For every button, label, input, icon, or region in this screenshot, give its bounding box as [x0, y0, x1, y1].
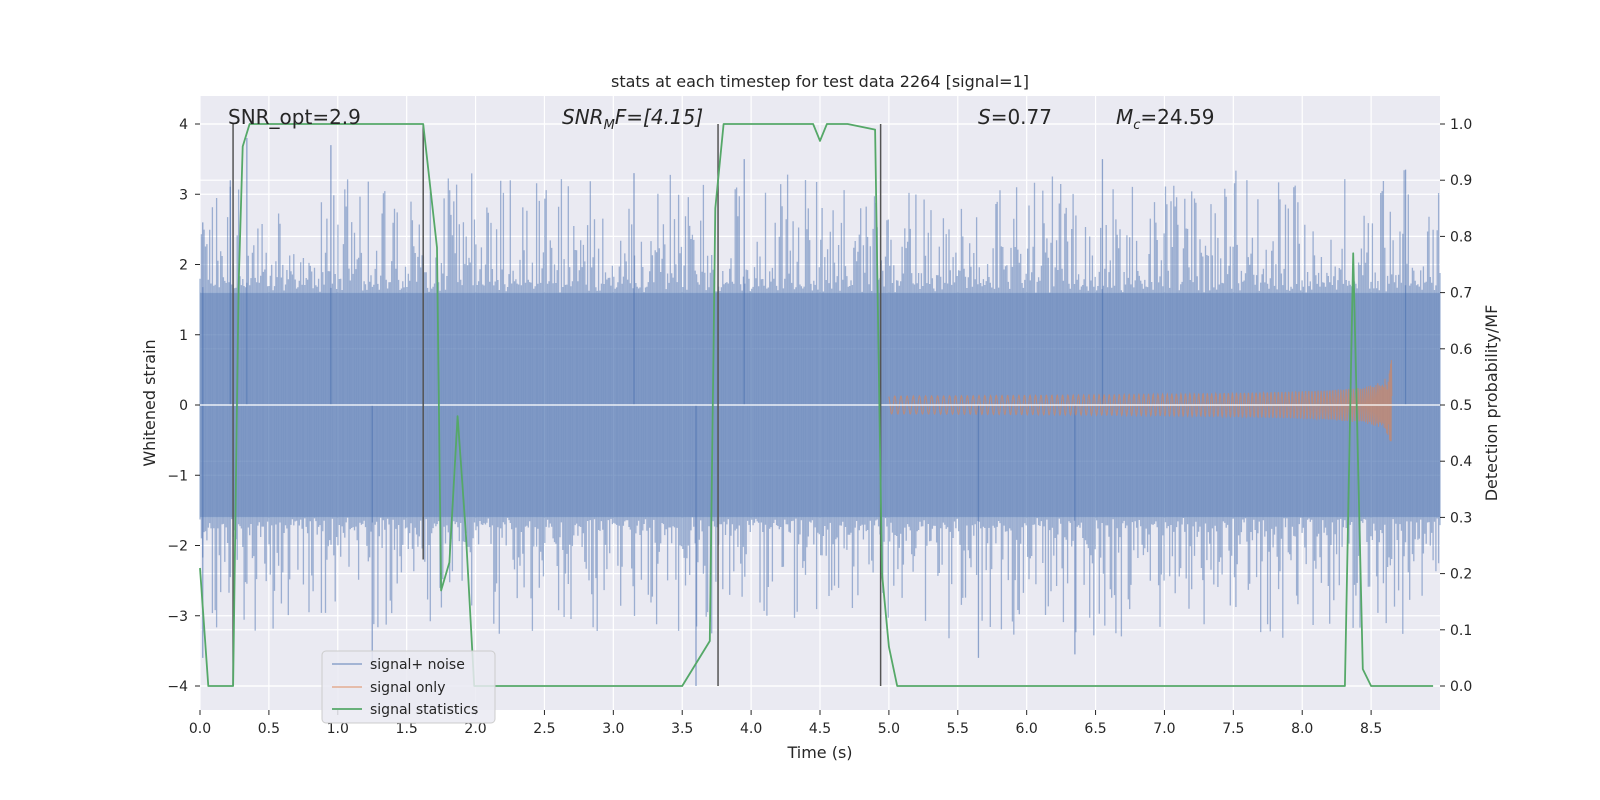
x-tick-label: 1.0: [327, 721, 349, 737]
y2-tick-label: 0.6: [1450, 342, 1472, 358]
x-tick-label: 3.5: [671, 721, 693, 737]
legend: signal+ noise signal only signal statist…: [321, 650, 496, 724]
x-tick-label: 4.5: [809, 721, 831, 737]
x-tick-label: 3.0: [602, 721, 624, 737]
y-tick-label: −3: [167, 609, 188, 625]
annotation-snr-opt: SNR_opt=2.9: [228, 105, 361, 129]
x-tick-label: 1.5: [396, 721, 418, 737]
y2-tick-label: 0.5: [1450, 398, 1472, 414]
x-tick-label: 8.5: [1360, 721, 1382, 737]
y2-tick-label: 0.3: [1450, 510, 1472, 526]
y-tick-label: −4: [167, 679, 188, 695]
x-tick-label: 2.0: [464, 721, 486, 737]
x-tick-label: 5.5: [947, 721, 969, 737]
signal-statistics-series: [199, 123, 1434, 687]
x-tick-label: 0.5: [258, 721, 280, 737]
x-tick-label: 7.0: [1153, 721, 1175, 737]
y-tick-label: 1: [179, 328, 188, 344]
annotation-mc: Mc=24.59: [1116, 105, 1214, 133]
x-tick-label: 4.0: [740, 721, 762, 737]
x-tick-label: 7.5: [1222, 721, 1244, 737]
annotation-s: S=0.77: [978, 105, 1052, 129]
y-tick-label: 2: [179, 258, 188, 274]
x-tick-label: 2.5: [533, 721, 555, 737]
x-tick-label: 8.0: [1291, 721, 1313, 737]
chart-title: stats at each timestep for test data 226…: [611, 72, 1029, 91]
y-tick-label: 4: [179, 117, 188, 133]
x-tick-label: 0.0: [189, 721, 211, 737]
y2-tick-label: 1.0: [1450, 117, 1472, 133]
x-tick-label: 6.0: [1016, 721, 1038, 737]
y2-tick-label: 0.7: [1450, 286, 1472, 302]
signal-statistics-line: [199, 123, 1434, 687]
y-tick-label: 0: [179, 398, 188, 414]
y2-tick-label: 0.2: [1450, 567, 1472, 583]
x-axis-label: Time (s): [786, 743, 852, 762]
signal-only-series: [200, 360, 1440, 442]
annotation-snr-mf: SNRMF=[4.15]: [562, 105, 703, 133]
legend-label-signal-noise: signal+ noise: [370, 657, 465, 673]
y2-axis-ticks: 1.0 0.9 0.8 0.7 0.6 0.5 0.4 0.3 0.2 0.1 0.0: [1440, 117, 1472, 695]
legend-label-signal-only: signal only: [370, 680, 445, 696]
y-tick-label: 3: [179, 187, 188, 203]
x-axis-ticks: 0.0 0.5 1.0 1.5 2.0 2.5 3.0 3.5 4.0 4.5 5.0 5.5 6.0 6…: [189, 710, 1382, 737]
y2-tick-label: 0.0: [1450, 679, 1472, 695]
y2-tick-label: 0.9: [1450, 173, 1472, 189]
legend-label-signal-statistics: signal statistics: [370, 702, 478, 718]
y-tick-label: −2: [167, 539, 188, 555]
y2-tick-label: 0.1: [1450, 623, 1472, 639]
legend-box: [321, 650, 496, 724]
vertical-markers: [232, 124, 882, 686]
x-tick-label: 5.0: [878, 721, 900, 737]
y2-tick-label: 0.8: [1450, 229, 1472, 245]
y-axis-ticks: 4 3 2 1 0 −1 −2 −3 −4: [167, 117, 200, 695]
y2-axis-label: Detection probability/MF: [1482, 305, 1501, 502]
y2-tick-label: 0.4: [1450, 454, 1472, 470]
y-axis-label: Whitened strain: [140, 339, 159, 466]
x-tick-label: 6.5: [1084, 721, 1106, 737]
y-tick-label: −1: [167, 468, 188, 484]
